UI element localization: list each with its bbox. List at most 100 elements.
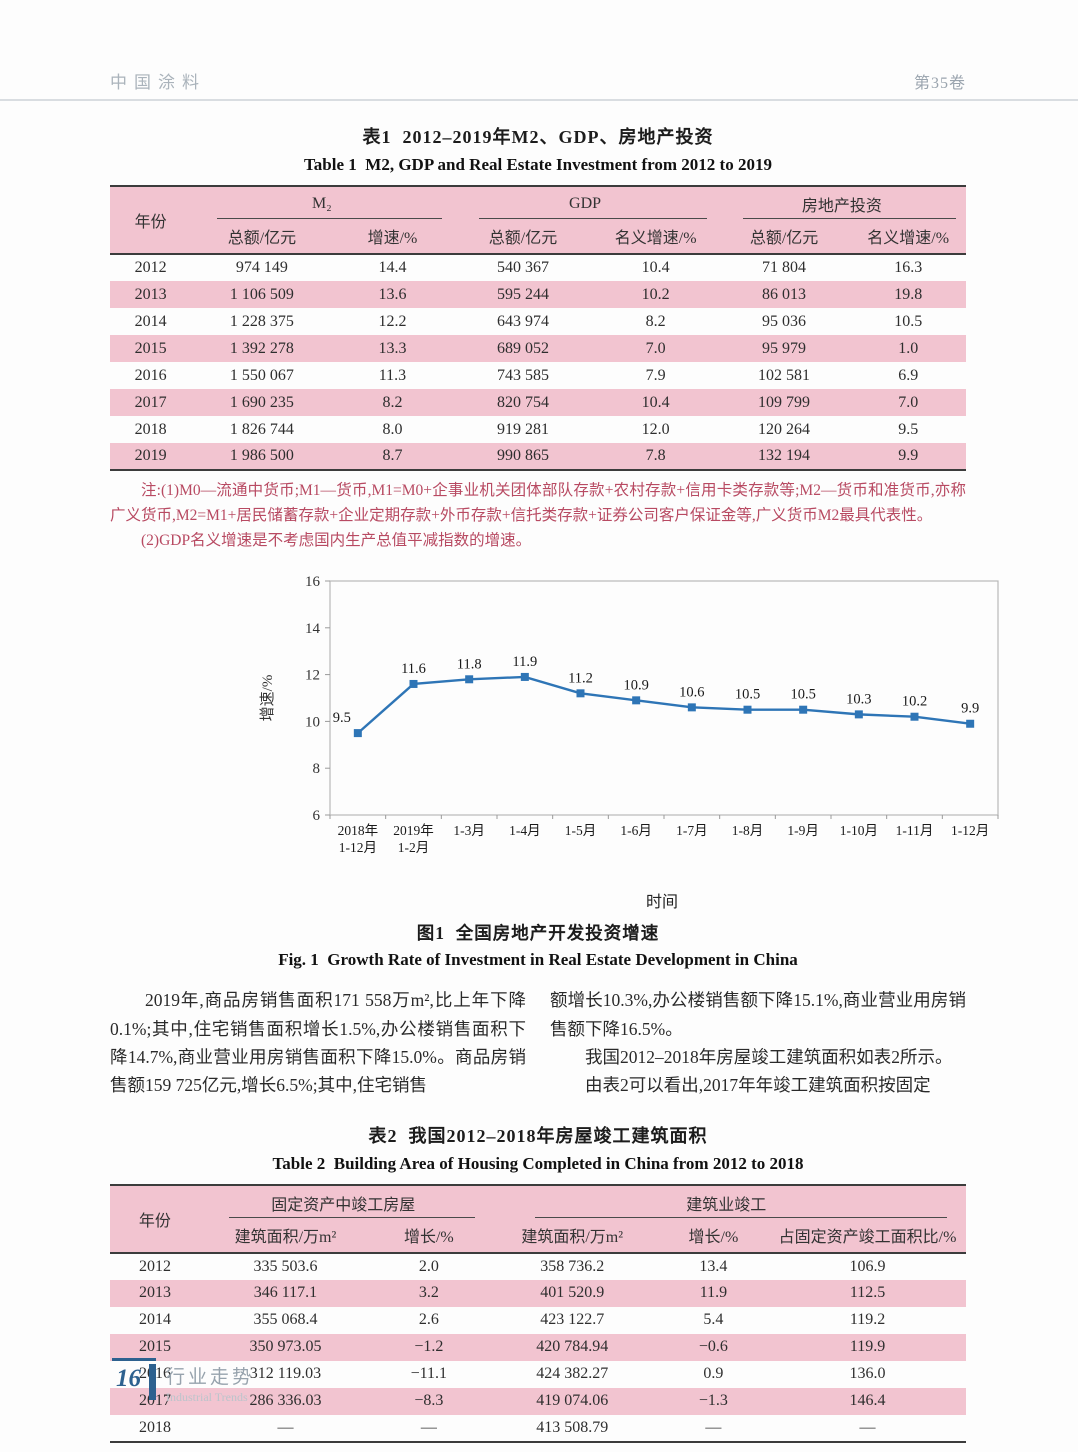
table-cell: 419 074.06 [486, 1387, 658, 1415]
paragraph: 我国2012–2018年房屋竣工建筑面积如表2所示。 [585, 1047, 953, 1068]
svg-text:1-12月: 1-12月 [339, 840, 377, 855]
table-cell: 2014 [134, 312, 167, 330]
table2-sub-con-growth: 增长/% [657, 1217, 770, 1253]
table-cell: 820 754 [452, 389, 594, 416]
svg-text:9.5: 9.5 [333, 710, 351, 726]
table-cell: −11.1 [410, 1365, 448, 1383]
table-cell: 10.2 [593, 281, 718, 308]
table-cell: 1 392 278 [191, 335, 333, 362]
table-cell: −0.6 [657, 1333, 770, 1361]
table1-notes: 注:(1)M0—流通中货币;M1—货币,M1=M0+企事业机关团体部队存款+农村… [110, 479, 966, 553]
table-cell: 9.9 [850, 443, 966, 470]
table-cell: 1 690 235 [191, 389, 333, 416]
table-cell: — [859, 1418, 876, 1436]
svg-text:10.3: 10.3 [846, 692, 871, 708]
table-cell: 119.2 [849, 1311, 886, 1329]
table-row: 2015 1 392 278 13.3 689 052 7.0 95 979 1.0 [110, 335, 966, 362]
table-row: 2017 1 690 235 8.2 820 754 10.4 109 799 7.0 [110, 389, 966, 416]
table-row: 2012 335 503.6 2.0 358 736.2 13.4 106.9 [110, 1253, 966, 1280]
table2-body: 2012 335 503.6 2.0 358 736.2 13.4 106.9 2013 34… [110, 1253, 966, 1442]
table-cell: 95 036 [762, 312, 807, 330]
table1-group-m2: M₂ [191, 186, 453, 219]
table-cell: 13.6 [332, 281, 453, 308]
table-cell: 7.0 [850, 389, 966, 416]
table-cell: 1 826 744 [229, 420, 294, 438]
paragraph: 由表2可以看出,2017年年竣工建筑面积按固定 [585, 1075, 931, 1096]
table-cell: 413 508.79 [536, 1418, 609, 1436]
table-cell: 11.3 [378, 366, 407, 384]
table1-group-realestate: 房地产投资 [717, 186, 966, 219]
table-cell: 2018 [134, 420, 167, 438]
svg-text:11.9: 11.9 [512, 654, 537, 670]
figure1-caption-zh: 图1 全国房地产开发投资增速 [416, 923, 660, 944]
table-row: 2014 355 068.4 2.6 423 122.7 5.4 119.2 [110, 1307, 966, 1334]
svg-text:10.9: 10.9 [623, 678, 648, 694]
svg-text:8: 8 [313, 762, 321, 778]
svg-text:9.9: 9.9 [961, 701, 979, 717]
table-cell: 132 194 [717, 443, 851, 470]
body-text: 2019年,商品房销售面积171 558万m²,比上年下降0.1%;其中,住宅销… [110, 986, 966, 1099]
table-cell: 312 119.03 [249, 1365, 322, 1383]
table-cell: 2.0 [418, 1257, 439, 1275]
svg-text:6: 6 [313, 808, 321, 824]
table-cell: 19.8 [850, 281, 966, 308]
svg-text:10.5: 10.5 [735, 687, 760, 703]
paragraph: 2019年,商品房销售面积171 558万m²,比上年下降0.1%;其中,住宅销… [110, 990, 526, 1096]
table-cell: 2019 [110, 443, 192, 470]
section-label: 行业走势 Industrial Trends [166, 1358, 254, 1405]
table-cell: 595 244 [452, 281, 594, 308]
table-cell: 12.0 [641, 420, 670, 438]
table-cell: 3.2 [371, 1279, 487, 1307]
svg-text:1-3月: 1-3月 [453, 823, 485, 838]
table-cell: 106.9 [849, 1257, 886, 1275]
table-cell: 2013 [110, 1279, 200, 1307]
svg-text:11.6: 11.6 [401, 661, 426, 677]
table-cell: 2014 [138, 1311, 171, 1329]
svg-text:11.8: 11.8 [457, 657, 482, 673]
table1-group-gdp: GDP [452, 186, 718, 219]
table-cell: −1.2 [371, 1333, 487, 1361]
table-row: 2014 1 228 375 12.2 643 974 8.2 95 036 10.5 [110, 308, 966, 335]
table1-col-year: 年份 [110, 186, 192, 254]
svg-text:16: 16 [305, 574, 321, 590]
table-cell: 990 865 [452, 443, 594, 470]
svg-text:1-5月: 1-5月 [565, 823, 597, 838]
table2-title-en: Table 2 Building Area of Housing Complet… [272, 1153, 804, 1173]
table-cell: −8.3 [371, 1387, 487, 1415]
table-cell: 10.5 [894, 312, 923, 330]
table-cell: 112.5 [769, 1279, 966, 1307]
table-cell: 119.9 [769, 1333, 966, 1361]
table2: 年份 固定资产中竣工房屋 建筑业竣工 建筑面积/万m² 增长/% 建筑面积/万m… [110, 1183, 966, 1443]
page-content: 表1 2012–2019年M2、GDP、房地产投资 Table 1 M2, GD… [0, 123, 1078, 1452]
table-row: 2018 1 826 744 8.0 919 281 12.0 120 264 9.5 [110, 416, 966, 443]
table-cell: 6.9 [898, 366, 919, 384]
table-cell: 346 117.1 [199, 1279, 372, 1307]
table1-sub-re-total: 总额/亿元 [717, 219, 851, 254]
table-cell: 423 122.7 [540, 1311, 605, 1329]
table-cell: 2016 [134, 366, 167, 384]
chart-x-axis-title: 时间 [645, 894, 678, 912]
svg-text:1-7月: 1-7月 [676, 823, 708, 838]
table-cell: 13.3 [332, 335, 453, 362]
table1-header: 年份 M₂ GDP 房地产投资 总额/亿元 增速/% 总额/亿元 名义增速/% … [110, 186, 966, 254]
table2-sub-con-ratio: 占固定资产竣工面积比/% [769, 1217, 966, 1253]
table-row: 2013 346 117.1 3.2 401 520.9 11.9 112.5 [110, 1279, 966, 1307]
table-cell: 16.3 [894, 259, 923, 276]
table-cell: −1.3 [657, 1387, 770, 1415]
table2-sub-fa-area: 建筑面积/万m² [199, 1217, 372, 1253]
table-row: 2015 350 973.05 −1.2 420 784.94 −0.6 119.9 [110, 1333, 966, 1361]
table-row: 2012 974 149 14.4 540 367 10.4 71 804 16.3 [110, 254, 966, 281]
figure1-caption-en: Fig. 1 Growth Rate of Investment in Real… [278, 950, 798, 970]
table-cell: 420 784.94 [486, 1333, 658, 1361]
section-name-en: Industrial Trends [166, 1390, 248, 1404]
table-cell: 7.8 [593, 443, 718, 470]
table-cell: 109 799 [717, 389, 851, 416]
table-cell: — [277, 1418, 294, 1436]
page-number-badge: 16 [112, 1358, 156, 1400]
table-cell: 2012 [138, 1257, 171, 1275]
table-cell: 12.2 [378, 312, 407, 330]
table-cell: 136.0 [849, 1365, 886, 1383]
body-column-right: 额增长10.3%,办公楼销售额下降15.1%,商业营业用房销售额下降16.5%。… [550, 986, 966, 1099]
table1-title-en: Table 1 M2, GDP and Real Estate Investme… [304, 155, 772, 174]
